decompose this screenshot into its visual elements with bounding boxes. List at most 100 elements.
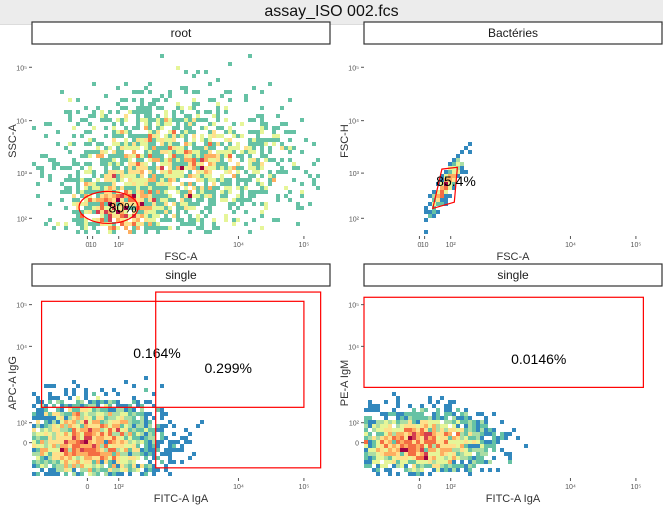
density-cell xyxy=(92,436,96,440)
density-cell xyxy=(192,90,196,94)
density-cell xyxy=(456,416,460,420)
x-tick-label: 10 xyxy=(421,242,429,249)
density-cell xyxy=(460,464,464,468)
density-cell xyxy=(284,170,288,174)
density-cell xyxy=(148,428,152,432)
density-cell xyxy=(396,400,400,404)
density-cell xyxy=(468,456,472,460)
density-cell xyxy=(188,150,192,154)
density-cell xyxy=(272,174,276,178)
density-cell xyxy=(192,130,196,134)
density-cell xyxy=(144,206,148,210)
density-cell xyxy=(460,166,464,170)
density-cell xyxy=(116,86,120,90)
density-cell xyxy=(112,456,116,460)
density-cell xyxy=(72,472,76,476)
density-cell xyxy=(52,464,56,468)
density-cell xyxy=(476,452,480,456)
density-cell xyxy=(92,182,96,186)
density-cell xyxy=(120,134,124,138)
density-cell xyxy=(112,440,116,444)
density-cell xyxy=(440,464,444,468)
density-cell xyxy=(32,412,36,416)
density-cell xyxy=(384,420,388,424)
density-cell xyxy=(292,178,296,182)
density-cell xyxy=(196,424,200,428)
density-cell xyxy=(160,436,164,440)
density-cell xyxy=(48,218,52,222)
density-cell xyxy=(396,396,400,400)
y-tick-label: 10⁵ xyxy=(16,65,27,72)
density-cell xyxy=(192,74,196,78)
density-cell xyxy=(84,464,88,468)
density-cell xyxy=(132,154,136,158)
density-cell xyxy=(480,468,484,472)
density-cell xyxy=(208,138,212,142)
density-cell xyxy=(156,174,160,178)
density-cell xyxy=(300,206,304,210)
density-cell xyxy=(424,464,428,468)
density-cell xyxy=(260,154,264,158)
density-cell xyxy=(264,186,268,190)
density-cell xyxy=(132,190,136,194)
density-cell xyxy=(208,190,212,194)
density-cell xyxy=(40,452,44,456)
density-cell xyxy=(180,118,184,122)
density-cell xyxy=(144,162,148,166)
density-cell xyxy=(412,460,416,464)
density-cell xyxy=(124,424,128,428)
density-cell xyxy=(100,448,104,452)
density-cell xyxy=(68,118,72,122)
density-cell xyxy=(44,384,48,388)
density-cell xyxy=(440,460,444,464)
density-cell xyxy=(164,214,168,218)
density-cell xyxy=(204,170,208,174)
density-cell xyxy=(136,468,140,472)
density-cell xyxy=(468,416,472,420)
density-cell xyxy=(80,416,84,420)
density-cell xyxy=(172,432,176,436)
density-cell xyxy=(152,118,156,122)
density-cell xyxy=(188,456,192,460)
density-cell xyxy=(368,424,372,428)
density-cell xyxy=(176,122,180,126)
density-cell xyxy=(300,182,304,186)
density-cell xyxy=(72,158,76,162)
density-cell xyxy=(280,146,284,150)
density-cell xyxy=(88,154,92,158)
density-cell xyxy=(148,178,152,182)
density-cell xyxy=(136,194,140,198)
density-cell xyxy=(164,158,168,162)
density-cell xyxy=(468,428,472,432)
density-cell xyxy=(192,142,196,146)
density-cell xyxy=(456,468,460,472)
density-cell xyxy=(152,448,156,452)
density-cell xyxy=(152,130,156,134)
density-cell xyxy=(212,158,216,162)
density-cell xyxy=(396,456,400,460)
density-cell xyxy=(432,456,436,460)
density-cell xyxy=(400,464,404,468)
density-cell xyxy=(36,416,40,420)
density-cell xyxy=(272,218,276,222)
density-cell xyxy=(228,62,232,66)
density-cell xyxy=(124,226,128,230)
density-cell xyxy=(256,134,260,138)
density-cell xyxy=(92,428,96,432)
density-cell xyxy=(236,162,240,166)
density-cell xyxy=(92,138,96,142)
density-cell xyxy=(264,202,268,206)
density-cell xyxy=(508,452,512,456)
panel-strip xyxy=(31,263,331,287)
density-cell xyxy=(132,182,136,186)
density-cell xyxy=(60,436,64,440)
density-cell xyxy=(404,448,408,452)
density-cell xyxy=(32,436,36,440)
density-cell xyxy=(84,408,88,412)
density-cell xyxy=(468,468,472,472)
density-cell xyxy=(392,412,396,416)
density-cell xyxy=(404,424,408,428)
density-cell xyxy=(32,416,36,420)
density-cell xyxy=(160,118,164,122)
density-cell xyxy=(280,142,284,146)
